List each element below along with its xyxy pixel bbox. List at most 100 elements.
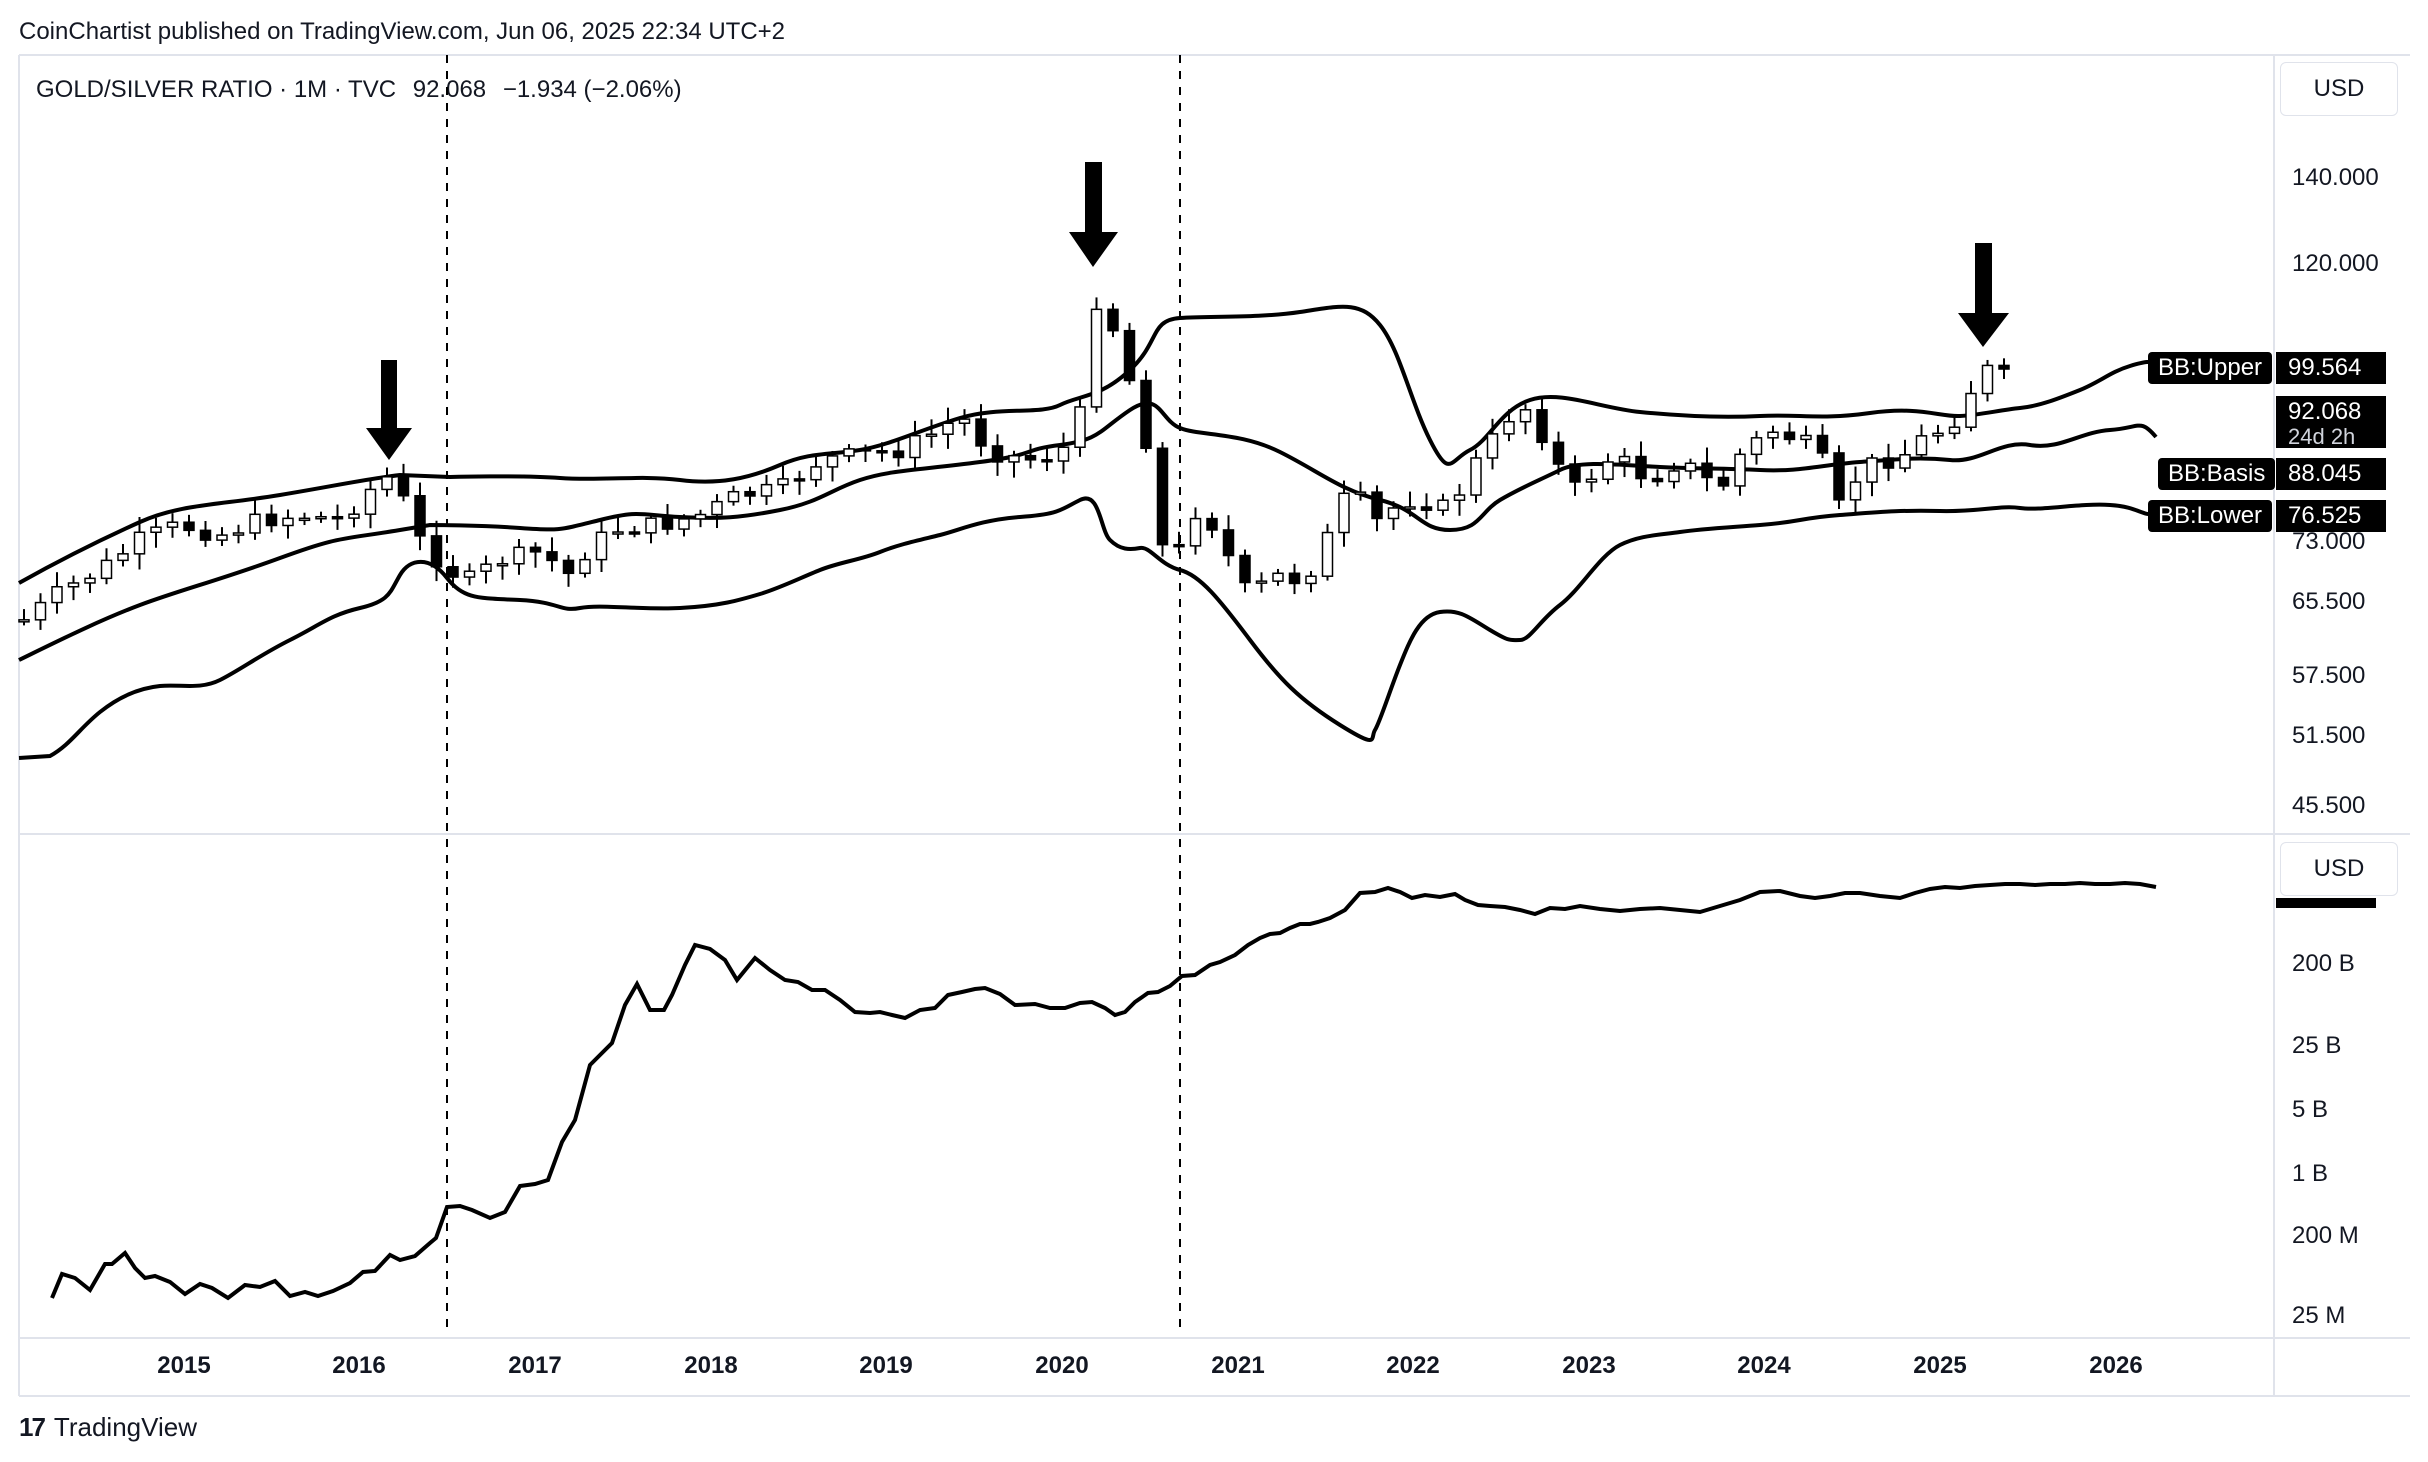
candle-body bbox=[826, 455, 839, 468]
time-tick: 2017 bbox=[508, 1352, 562, 1379]
candle-body bbox=[67, 582, 80, 588]
price-tick: 57.500 bbox=[2292, 662, 2366, 689]
candle-body bbox=[1519, 409, 1532, 423]
bb-basis-value: 88.045 bbox=[2276, 458, 2386, 490]
candle-body bbox=[18, 619, 30, 623]
candle-body bbox=[810, 466, 822, 481]
candle-body bbox=[1371, 491, 1383, 520]
time-tick: 2024 bbox=[1737, 1352, 1791, 1379]
time-tick: 2018 bbox=[684, 1352, 738, 1379]
candle-body bbox=[1041, 459, 1053, 463]
candle-body bbox=[892, 450, 905, 459]
time-tick: 2020 bbox=[1035, 1352, 1089, 1379]
candle-body bbox=[1272, 572, 1284, 582]
candle-body bbox=[1849, 481, 1862, 501]
candle-body bbox=[331, 515, 344, 520]
candle-body bbox=[678, 518, 690, 530]
tradingview-footer[interactable]: 17 TradingView bbox=[19, 1412, 197, 1443]
candle-body bbox=[1387, 507, 1400, 520]
candle-body bbox=[364, 488, 377, 515]
volume-tick: 1 B bbox=[2292, 1160, 2329, 1187]
bb-upper-tag: BB:Upper bbox=[2148, 352, 2273, 384]
candle-body bbox=[1602, 461, 1614, 481]
candle-body bbox=[133, 531, 146, 555]
candle-body bbox=[298, 517, 311, 522]
volume-tick: 200 B bbox=[2292, 950, 2355, 977]
time-tick: 2015 bbox=[157, 1352, 211, 1379]
candle-body bbox=[1090, 308, 1103, 408]
candle-body bbox=[1503, 420, 1515, 435]
candle-body bbox=[711, 500, 723, 516]
currency-button-top[interactable]: USD bbox=[2280, 62, 2398, 116]
candle-body bbox=[1074, 406, 1086, 448]
candle-body bbox=[975, 418, 987, 447]
time-tick: 2026 bbox=[2089, 1352, 2143, 1379]
symbol-name: GOLD/SILVER RATIO · 1M · TVC bbox=[36, 76, 397, 103]
time-tick: 2021 bbox=[1211, 1352, 1265, 1379]
candle-body bbox=[595, 531, 608, 561]
bb-lower-value: 76.525 bbox=[2276, 500, 2386, 532]
candle-body bbox=[546, 551, 558, 562]
currency-button-bottom[interactable]: USD bbox=[2280, 842, 2398, 896]
candle-body bbox=[562, 559, 575, 575]
candle-body bbox=[199, 529, 212, 541]
candle-body bbox=[1701, 462, 1713, 479]
candle-body bbox=[1024, 454, 1037, 461]
candle-body bbox=[1420, 506, 1433, 511]
candle-body bbox=[84, 577, 96, 584]
candle-body bbox=[579, 558, 591, 575]
candle-body bbox=[1140, 379, 1152, 450]
candle-body bbox=[1057, 446, 1070, 462]
candle-body bbox=[1965, 392, 1977, 428]
volume-tick: 25 B bbox=[2292, 1032, 2342, 1059]
candle-body bbox=[1552, 441, 1565, 465]
candle-body bbox=[232, 532, 245, 536]
candle-body bbox=[1998, 364, 2010, 370]
candle-body bbox=[1932, 432, 1944, 437]
last-price-tag: 92.068 24d 2h bbox=[2276, 396, 2386, 449]
candle-body bbox=[1651, 477, 1664, 483]
bb-lower-tag: BB:Lower bbox=[2148, 500, 2273, 532]
candle-body bbox=[1750, 437, 1763, 456]
candle-body bbox=[925, 433, 938, 437]
candle-body bbox=[1321, 531, 1334, 577]
candle-body bbox=[1008, 454, 1020, 463]
down-arrow-icon bbox=[1958, 243, 2009, 347]
candle-body bbox=[1717, 476, 1730, 487]
candle-body bbox=[1635, 455, 1647, 480]
candle-body bbox=[1767, 431, 1779, 439]
candle-body bbox=[51, 585, 63, 604]
candles-group bbox=[18, 297, 2010, 630]
candle-body bbox=[1255, 580, 1268, 584]
candle-body bbox=[513, 546, 525, 565]
candle-body bbox=[1833, 452, 1845, 501]
candle-body bbox=[1800, 434, 1812, 441]
candle-body bbox=[463, 570, 476, 578]
volume-last-marker bbox=[2276, 898, 2376, 908]
candle-body bbox=[166, 521, 179, 528]
candle-body bbox=[1338, 492, 1350, 534]
symbol-info: GOLD/SILVER RATIO · 1M · TVC 92.068 −1.9… bbox=[36, 76, 692, 104]
candle-body bbox=[150, 526, 162, 534]
time-tick: 2022 bbox=[1386, 1352, 1440, 1379]
time-tick: 2023 bbox=[1562, 1352, 1616, 1379]
bar-countdown: 24d 2h bbox=[2288, 424, 2356, 449]
candle-body bbox=[183, 521, 195, 532]
candle-body bbox=[1305, 575, 1317, 585]
last-price-value: 92.068 bbox=[2288, 398, 2362, 425]
candle-body bbox=[793, 478, 806, 482]
price-tick: 140.000 bbox=[2292, 164, 2379, 191]
candle-body bbox=[430, 535, 443, 568]
candle-body bbox=[249, 513, 261, 534]
candle-body bbox=[1453, 494, 1466, 501]
price-tick: 65.500 bbox=[2292, 588, 2366, 615]
candle-body bbox=[1239, 554, 1251, 584]
time-tick: 2019 bbox=[859, 1352, 913, 1379]
candle-body bbox=[1866, 457, 1878, 483]
candle-body bbox=[645, 517, 657, 534]
candle-body bbox=[480, 563, 492, 572]
candle-body bbox=[1981, 364, 1994, 395]
candle-body bbox=[859, 448, 872, 452]
price-change: −1.934 (−2.06%) bbox=[502, 76, 682, 103]
